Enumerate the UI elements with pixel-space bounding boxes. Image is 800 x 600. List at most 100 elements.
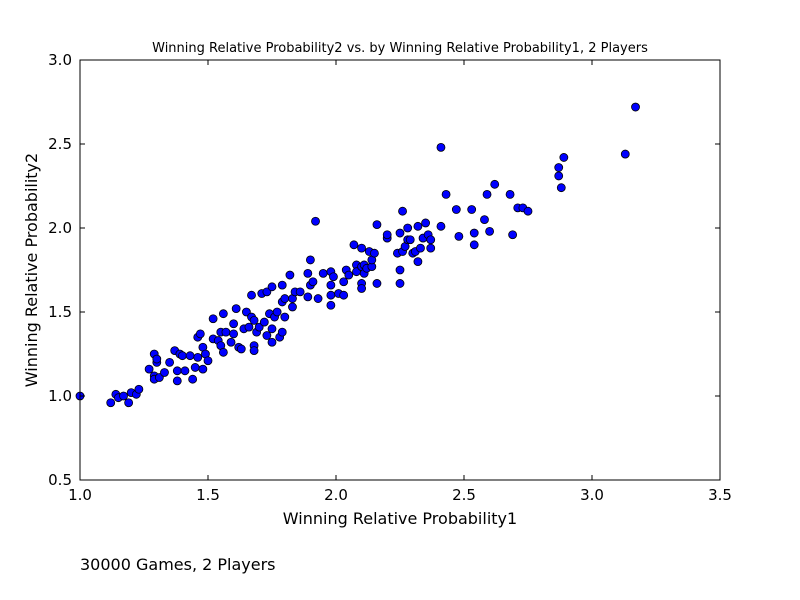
data-point <box>326 290 336 300</box>
data-point <box>326 300 336 310</box>
x-axis-ticks: 1.0 1.5 2.0 2.5 3.0 3.5 <box>68 60 732 504</box>
data-point <box>357 284 367 293</box>
data-point <box>329 272 338 282</box>
data-point <box>311 216 320 226</box>
data-point <box>218 309 228 319</box>
data-point <box>505 189 515 199</box>
data-point <box>249 315 259 325</box>
data-point <box>490 179 500 189</box>
data-point <box>267 337 277 347</box>
y-tick-label: 2.0 <box>48 219 72 237</box>
data-point <box>416 243 425 253</box>
data-point <box>372 279 382 288</box>
data-point <box>229 319 239 329</box>
data-point <box>436 221 446 231</box>
y-tick-label: 3.0 <box>48 51 72 69</box>
data-point <box>277 327 287 337</box>
data-point <box>523 206 533 216</box>
data-point <box>172 376 182 386</box>
y-tick-label: 0.5 <box>48 471 72 489</box>
data-point <box>398 206 407 216</box>
data-point <box>134 384 144 394</box>
data-point <box>221 327 231 337</box>
data-point <box>193 352 203 362</box>
data-point <box>106 398 116 408</box>
y-tick-label: 1.5 <box>48 303 72 321</box>
data-point <box>395 265 405 275</box>
data-point <box>119 391 128 401</box>
data-point <box>467 205 477 214</box>
data-point <box>303 292 313 302</box>
data-point <box>280 312 290 322</box>
data-point <box>177 351 187 361</box>
data-point <box>480 215 489 225</box>
data-point <box>508 230 518 240</box>
data-point <box>229 329 239 339</box>
data-point <box>382 230 392 240</box>
data-point <box>280 294 290 303</box>
data-point <box>326 280 336 290</box>
data-point <box>160 368 169 377</box>
data-point <box>295 287 305 297</box>
data-point <box>426 243 436 253</box>
data-point <box>249 346 259 356</box>
data-point <box>413 257 423 267</box>
data-point <box>554 163 564 172</box>
data-point <box>395 228 405 238</box>
data-point <box>403 223 413 233</box>
data-point <box>436 142 446 152</box>
data-point <box>313 294 323 303</box>
data-point <box>556 183 566 193</box>
x-tick-label: 2.0 <box>324 486 348 504</box>
data-point <box>454 231 464 241</box>
data-point <box>620 149 630 159</box>
data-point <box>218 347 228 357</box>
data-point <box>485 226 495 236</box>
data-point <box>277 280 287 290</box>
data-point <box>267 324 277 334</box>
data-point <box>172 366 182 376</box>
data-point <box>195 329 205 339</box>
y-tick-label: 1.0 <box>48 387 72 405</box>
data-point <box>244 322 254 332</box>
data-point <box>272 307 282 317</box>
data-point <box>469 240 479 250</box>
data-point <box>188 374 198 384</box>
data-point <box>308 277 318 287</box>
data-point <box>259 317 269 327</box>
x-tick-label: 1.0 <box>68 486 92 504</box>
data-point <box>482 189 492 199</box>
data-point <box>198 364 208 374</box>
data-point <box>208 314 218 324</box>
data-point <box>247 290 256 300</box>
data-point <box>203 356 213 366</box>
data-point <box>152 354 162 364</box>
data-point <box>226 337 236 347</box>
data-point <box>144 364 154 374</box>
data-point <box>262 331 272 340</box>
data-point <box>405 235 415 245</box>
y-axis-label: Winning Relative Probability2 <box>22 153 41 387</box>
data-point <box>369 248 379 258</box>
data-point <box>190 363 200 372</box>
x-tick-label: 3.0 <box>580 486 604 504</box>
data-point <box>421 218 431 228</box>
data-point <box>559 153 569 162</box>
x-axis-label: Winning Relative Probability1 <box>283 509 517 528</box>
data-point <box>180 366 190 376</box>
y-tick-label: 2.5 <box>48 135 72 153</box>
data-point <box>285 270 295 280</box>
data-point <box>554 171 564 181</box>
data-point <box>413 221 423 231</box>
data-points <box>75 102 640 408</box>
x-tick-label: 3.5 <box>708 486 732 504</box>
data-point <box>303 268 313 278</box>
data-point <box>305 255 315 265</box>
x-tick-label: 1.5 <box>196 486 220 504</box>
data-point <box>631 102 640 112</box>
data-point <box>185 351 195 361</box>
data-point <box>344 270 354 280</box>
data-point <box>451 205 461 214</box>
data-point <box>339 290 349 300</box>
